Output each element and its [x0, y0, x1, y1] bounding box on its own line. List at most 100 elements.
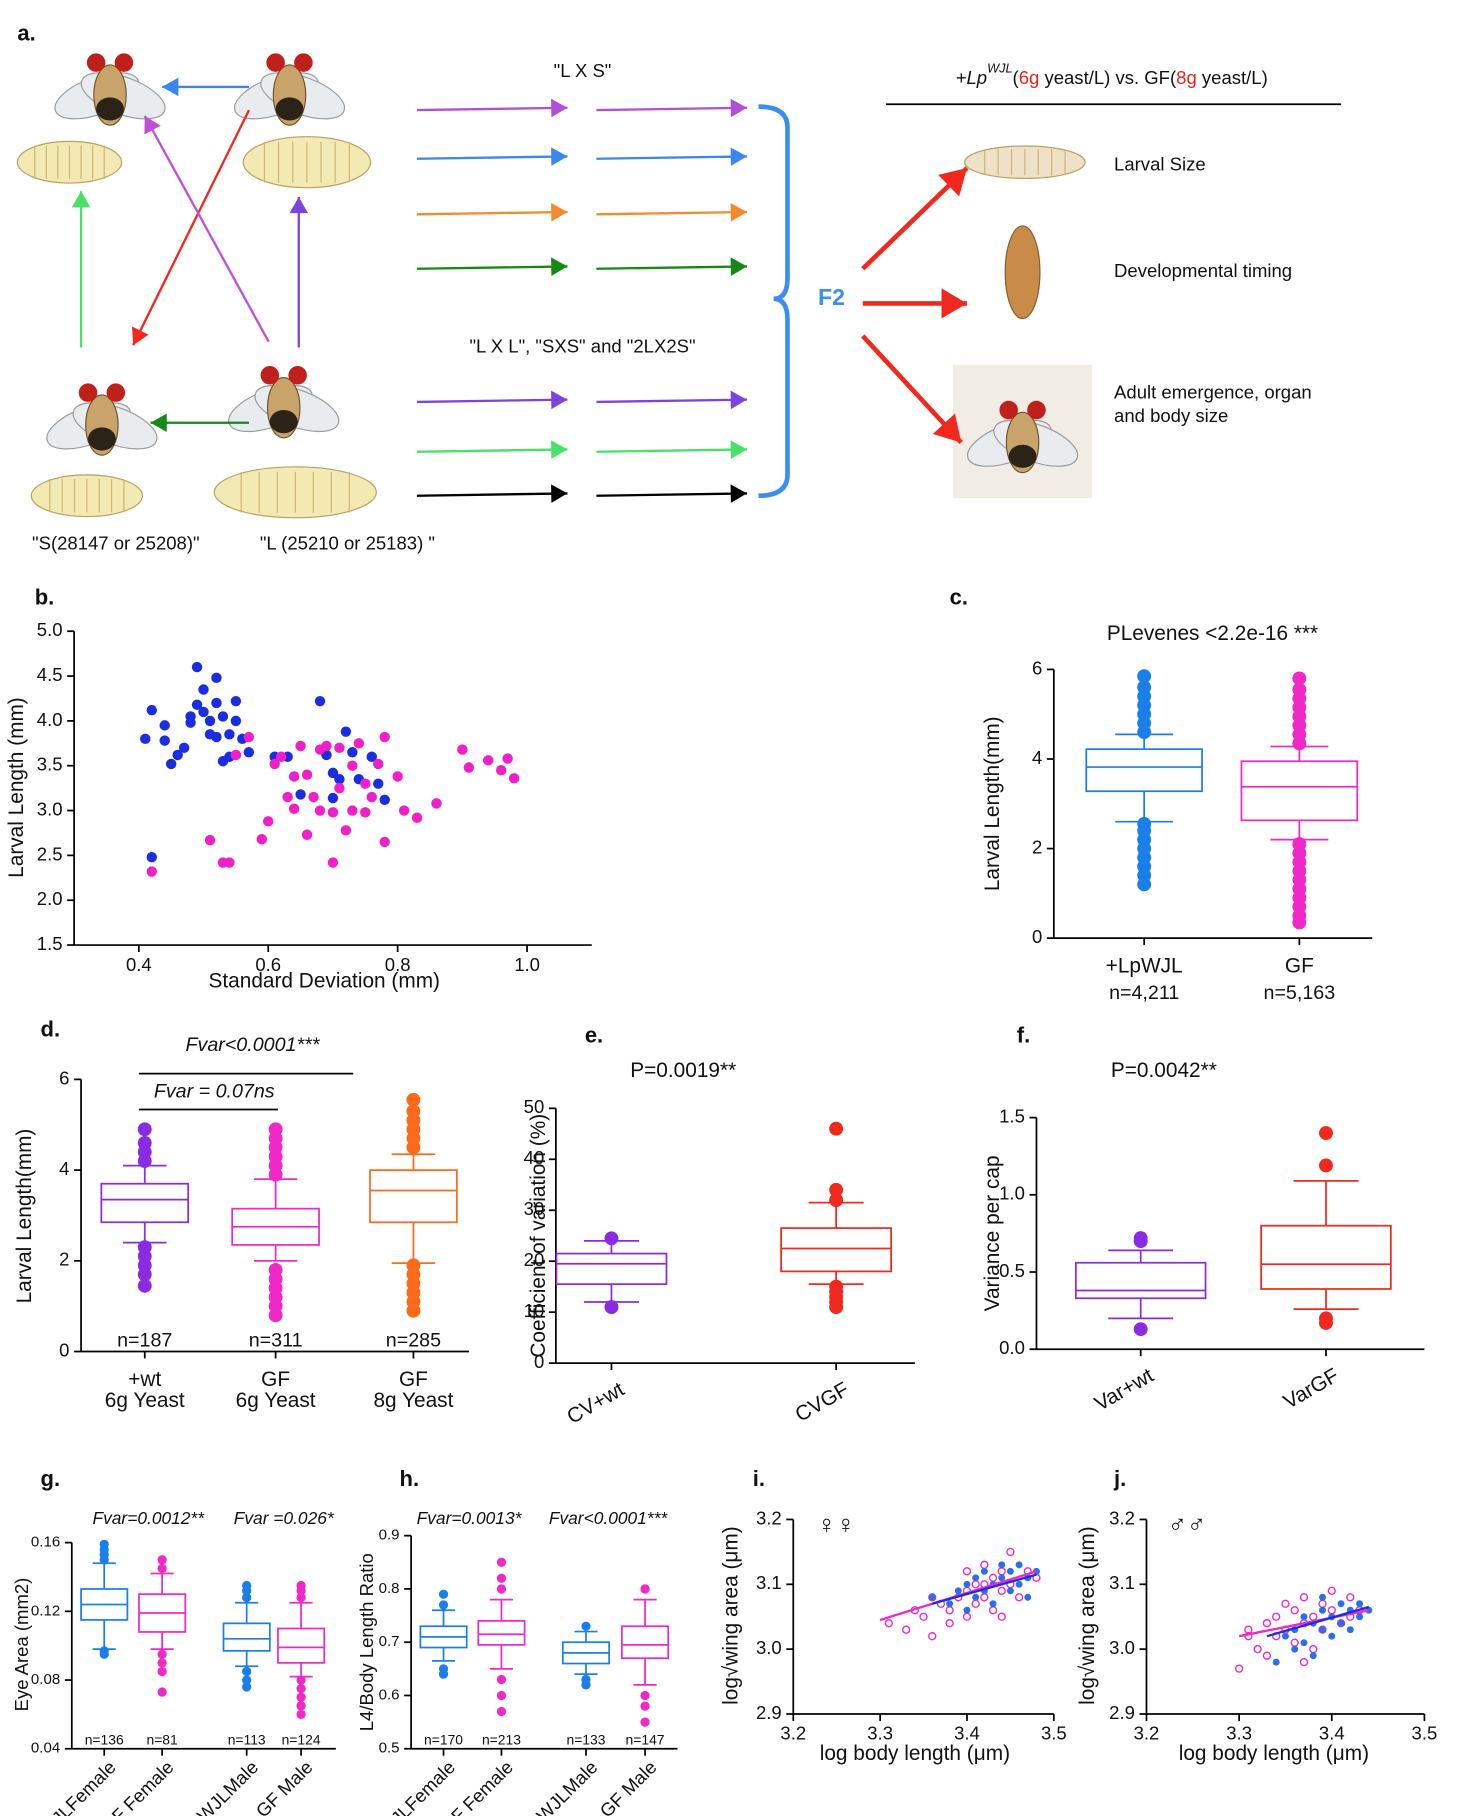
point: [1281, 1599, 1290, 1608]
point: [1262, 1651, 1272, 1660]
box: [477, 1620, 526, 1646]
point: [165, 758, 177, 770]
point: [191, 661, 203, 673]
point: [1346, 1593, 1355, 1602]
outlier: [496, 1706, 507, 1717]
point: [502, 753, 513, 764]
point: [256, 834, 267, 845]
outlier: [581, 1674, 591, 1685]
point: [1309, 1644, 1318, 1654]
point: [1014, 1593, 1024, 1602]
outcome: Adult emergence, organ: [1114, 382, 1312, 403]
point: [159, 720, 170, 731]
arrow: [416, 492, 568, 497]
panel-letter: b.: [35, 585, 55, 610]
point: [379, 794, 390, 806]
y-tick-label: 40: [524, 1147, 545, 1168]
point: [275, 751, 287, 762]
annotation: Fvar<0.0001***: [185, 1034, 320, 1056]
outlier: [1292, 837, 1307, 852]
point: [347, 747, 358, 758]
outlier: [157, 1666, 167, 1677]
point: [314, 744, 326, 755]
point: [963, 1580, 971, 1588]
box: [1240, 760, 1359, 822]
outcome: and body size: [1114, 405, 1228, 426]
box: [555, 1252, 668, 1286]
arrow: [596, 155, 747, 160]
panel-letter: j.: [1113, 1466, 1126, 1491]
point: [269, 758, 280, 770]
n-label: n=5,163: [1264, 982, 1336, 1004]
outlier: [829, 1279, 844, 1294]
y-tick-label: 2.9: [1109, 1702, 1135, 1723]
fly-eye: [266, 53, 285, 72]
point: [902, 1625, 911, 1634]
point: [230, 715, 242, 727]
y-tick-label: 1.0: [999, 1183, 1025, 1204]
y-tick-label: 3.0: [1109, 1637, 1135, 1658]
point: [989, 1600, 997, 1608]
outlier: [496, 1573, 507, 1583]
arrow: [596, 210, 747, 216]
outlier: [829, 1193, 844, 1208]
arrow: [596, 106, 747, 112]
point: [946, 1600, 954, 1608]
outlier: [496, 1557, 507, 1567]
point: [1300, 1639, 1308, 1647]
y-tick-label: 3.0: [756, 1637, 782, 1658]
point: [1299, 1593, 1309, 1602]
y-tick-label: 4: [59, 1158, 69, 1179]
fit-line: [1266, 1605, 1370, 1638]
fly-abdomen-band: [1008, 444, 1037, 468]
point: [295, 789, 306, 800]
outlier: [1133, 1231, 1148, 1245]
arrow-head: [730, 390, 747, 410]
point: [411, 812, 423, 823]
y-axis-label: L4/Body Length Ratio: [356, 1553, 377, 1731]
y-tick-label: 3.2: [756, 1507, 782, 1528]
chart-title: P=0.0019**: [630, 1059, 736, 1082]
outlier: [296, 1692, 306, 1702]
point: [288, 771, 300, 782]
point: [159, 735, 170, 746]
y-tick-label: 10: [524, 1300, 545, 1321]
cross-label: "L X L", "SXS" and "2LX2S": [469, 335, 695, 356]
point: [334, 782, 345, 794]
point: [1319, 1606, 1326, 1614]
y-tick-label: 3.1: [1109, 1572, 1135, 1593]
annotation: Fvar = 0.07ns: [154, 1080, 275, 1102]
x-tick-label: GF Male: [252, 1756, 317, 1816]
y-tick-label: 0.08: [31, 1671, 60, 1688]
point: [1015, 1561, 1023, 1569]
point: [431, 798, 442, 809]
x-tick-label: 0.8: [385, 954, 411, 975]
y-tick-label: 0.5: [379, 1740, 400, 1757]
point: [224, 857, 235, 868]
fly-eye: [260, 366, 280, 385]
arrow: [416, 265, 568, 270]
point: [360, 807, 371, 818]
y-tick-label: 4.0: [37, 709, 63, 730]
point: [301, 769, 313, 780]
point: [971, 1599, 980, 1608]
point: [398, 805, 410, 816]
point: [146, 851, 157, 863]
x-tick-label: GF Male: [596, 1756, 661, 1816]
fly-abdomen-band: [88, 427, 116, 451]
arrow: [132, 109, 251, 346]
point: [230, 695, 242, 707]
arrow-head: [551, 390, 568, 410]
n-label: n=213: [482, 1731, 521, 1747]
outlier: [438, 1589, 449, 1599]
point: [353, 738, 365, 749]
point: [1318, 1599, 1327, 1608]
annotation: Fvar=0.0013*: [417, 1508, 523, 1528]
arrow: [416, 398, 568, 404]
outlier: [296, 1580, 306, 1591]
box: [222, 1622, 271, 1652]
outlier: [1319, 1311, 1333, 1326]
point: [928, 1632, 937, 1641]
point: [243, 731, 255, 743]
outlier: [242, 1580, 252, 1591]
